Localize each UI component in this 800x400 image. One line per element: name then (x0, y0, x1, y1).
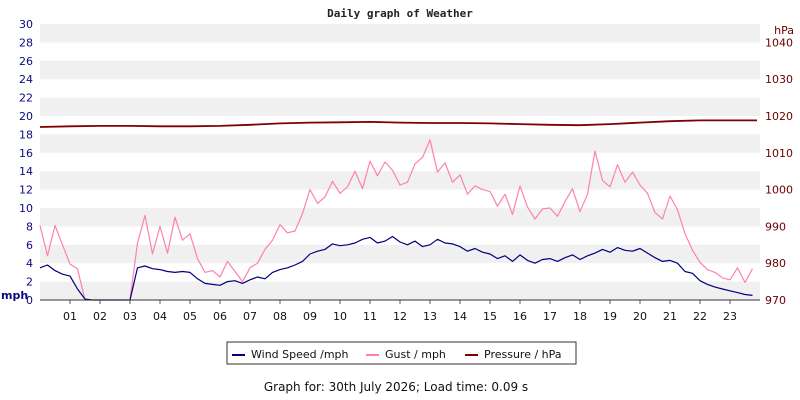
left-tick-label: 16 (19, 147, 33, 160)
right-tick-label: 1010 (765, 147, 793, 160)
left-tick-label: 18 (19, 128, 33, 141)
chart-title: Daily graph of Weather (327, 7, 473, 20)
x-tick-label: 12 (393, 310, 407, 323)
x-tick-label: 22 (693, 310, 707, 323)
x-tick-label: 19 (603, 310, 617, 323)
grid-band (40, 134, 760, 153)
grid-band (40, 208, 760, 227)
right-tick-label: 1040 (765, 36, 793, 49)
x-tick-label: 13 (423, 310, 437, 323)
x-tick-label: 14 (453, 310, 467, 323)
left-tick-label: 22 (19, 92, 33, 105)
right-tick-label: 1020 (765, 110, 793, 123)
x-tick-label: 04 (153, 310, 167, 323)
x-tick-label: 16 (513, 310, 527, 323)
left-tick-label: 20 (19, 110, 33, 123)
left-tick-label: 4 (26, 257, 33, 270)
right-tick-label: 970 (765, 294, 786, 307)
grid-band (40, 60, 760, 80)
x-tick-label: 06 (213, 310, 227, 323)
right-axis-unit: hPa (774, 24, 794, 37)
x-tick-label: 21 (663, 310, 677, 323)
footer-text: Graph for: 30th July 2026; Load time: 0.… (264, 380, 528, 394)
left-tick-label: 12 (19, 184, 33, 197)
legend-label-wind: Wind Speed /mph (251, 348, 349, 361)
x-axis-ticks: 01 02 03 04 05 06 07 08 09 10 11 12 13 14 15 16 17 18 19 20… (63, 310, 737, 323)
left-axis-unit: mph (1, 289, 28, 302)
left-tick-label: 8 (26, 220, 33, 233)
legend-box (226, 341, 577, 365)
grid-band (40, 171, 760, 190)
left-tick-label: 26 (19, 55, 33, 68)
x-tick-label: 20 (633, 310, 647, 323)
right-tick-label: 1000 (765, 184, 793, 197)
right-axis-ticks: 970 980 990 1000 1010 1020 1030 1040 (765, 36, 793, 307)
right-tick-label: 990 (765, 220, 786, 233)
series-line-gust (39, 139, 754, 301)
grid-band (40, 24, 760, 43)
series-line-pressure (39, 119, 757, 128)
x-tick-label: 03 (123, 310, 137, 323)
grid-band (40, 97, 760, 116)
left-tick-label: 6 (26, 239, 33, 252)
left-tick-label: 24 (19, 73, 33, 86)
x-tick-label: 05 (183, 310, 197, 323)
left-tick-label: 10 (19, 202, 33, 215)
grid-bands (40, 24, 760, 300)
left-tick-label: 14 (19, 165, 33, 178)
legend-label-gust: Gust / mph (385, 348, 446, 361)
legend-label-pressure: Pressure / hPa (484, 348, 562, 361)
x-tick-label: 10 (333, 310, 347, 323)
left-tick-label: 30 (19, 18, 33, 31)
x-tick-label: 23 (723, 310, 737, 323)
x-tick-label: 08 (273, 310, 287, 323)
grid-band (40, 244, 760, 264)
x-tick-label: 02 (93, 310, 107, 323)
x-tick-label: 18 (573, 310, 587, 323)
series-line-wind (39, 235, 753, 301)
right-tick-label: 980 (765, 257, 786, 270)
x-tick-label: 07 (243, 310, 257, 323)
x-tick-label: 11 (363, 310, 377, 323)
right-tick-label: 1030 (765, 73, 793, 86)
left-tick-label: 0 (26, 294, 33, 307)
x-tick-label: 09 (303, 310, 317, 323)
series-layer (39, 119, 757, 301)
x-tick-label: 17 (543, 310, 557, 323)
x-gridlines (69, 300, 731, 304)
left-tick-label: 28 (19, 36, 33, 49)
x-tick-label: 15 (483, 310, 497, 323)
grid-band (40, 281, 760, 300)
left-tick-label: 2 (26, 276, 33, 289)
x-tick-label: 01 (63, 310, 77, 323)
